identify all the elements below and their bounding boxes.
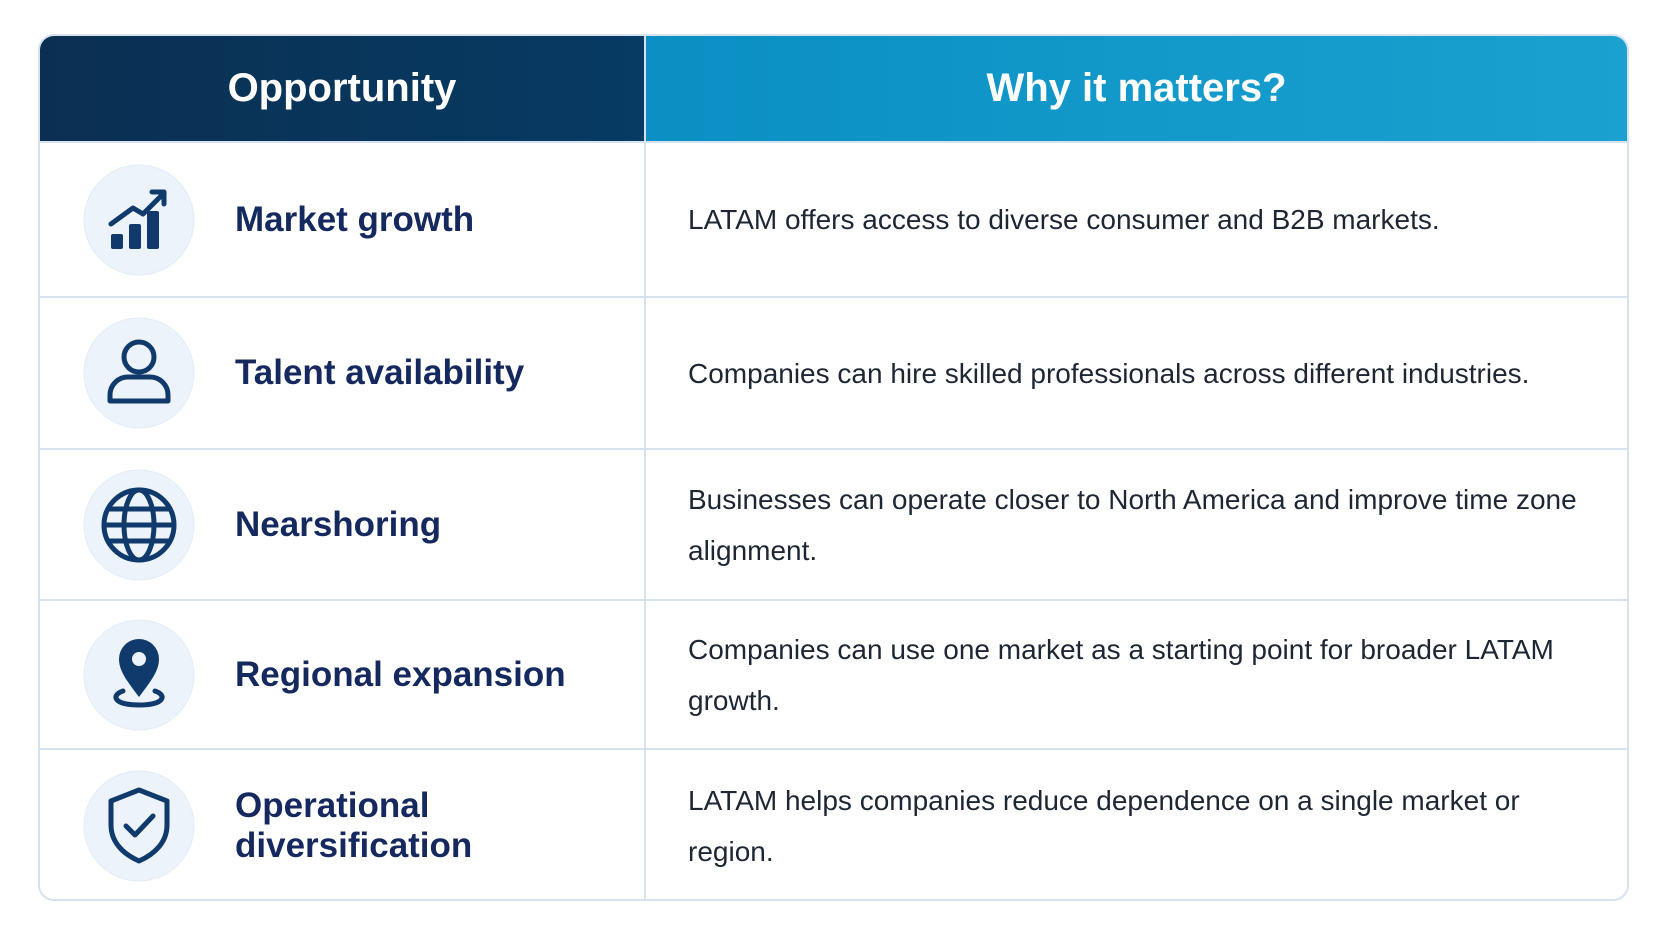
opportunity-title: Market growth — [235, 199, 475, 239]
header-cell: Why it matters? — [644, 36, 1627, 141]
description-cell: LATAM helps companies reduce dependence … — [644, 750, 1627, 899]
opportunity-cell: Market growth — [40, 143, 644, 296]
opportunity-title: Talent availability — [235, 353, 525, 392]
table-row: Talent availability Companies can hire s… — [40, 296, 1627, 448]
table-row: Market growth LATAM offers access to div… — [40, 141, 1627, 296]
description-cell: Companies can hire skilled professionals… — [644, 298, 1627, 448]
shield-icon — [83, 770, 195, 881]
table-row: Nearshoring Businesses can operate close… — [40, 448, 1627, 599]
opportunity-title: Operational diversification — [235, 785, 473, 865]
opportunity-cell: Regional expansion — [40, 601, 644, 748]
description: Businesses can operate closer to North A… — [688, 483, 1577, 566]
table-header: Opportunity Why it matters? — [40, 36, 1627, 141]
description: Companies can use one market as a starti… — [688, 633, 1554, 716]
location-icon — [83, 619, 195, 730]
growth-icon — [83, 164, 195, 275]
person-icon — [83, 317, 195, 429]
opportunity-cell: Talent availability — [40, 298, 644, 448]
opportunity-cell: Operational diversification — [40, 750, 644, 899]
table-row: Operational diversification LATAM helps … — [40, 748, 1627, 899]
comparison-table: Opportunity Why it matters? Market growt… — [38, 34, 1629, 901]
description-cell: Businesses can operate closer to North A… — [644, 450, 1627, 599]
opportunity-cell: Nearshoring — [40, 450, 644, 599]
description: LATAM offers access to diverse consumer … — [688, 204, 1440, 235]
header-cell: Opportunity — [40, 36, 644, 141]
description-cell: Companies can use one market as a starti… — [644, 601, 1627, 748]
description: Companies can hire skilled professionals… — [688, 357, 1530, 389]
opportunity-title: Nearshoring — [235, 504, 442, 544]
table-row: Regional expansion Companies can use one… — [40, 599, 1627, 748]
description: LATAM helps companies reduce dependence … — [688, 784, 1520, 867]
globe-icon — [83, 469, 195, 580]
opportunity-title: Regional expansion — [235, 654, 566, 694]
description-cell: LATAM offers access to diverse consumer … — [644, 143, 1627, 296]
